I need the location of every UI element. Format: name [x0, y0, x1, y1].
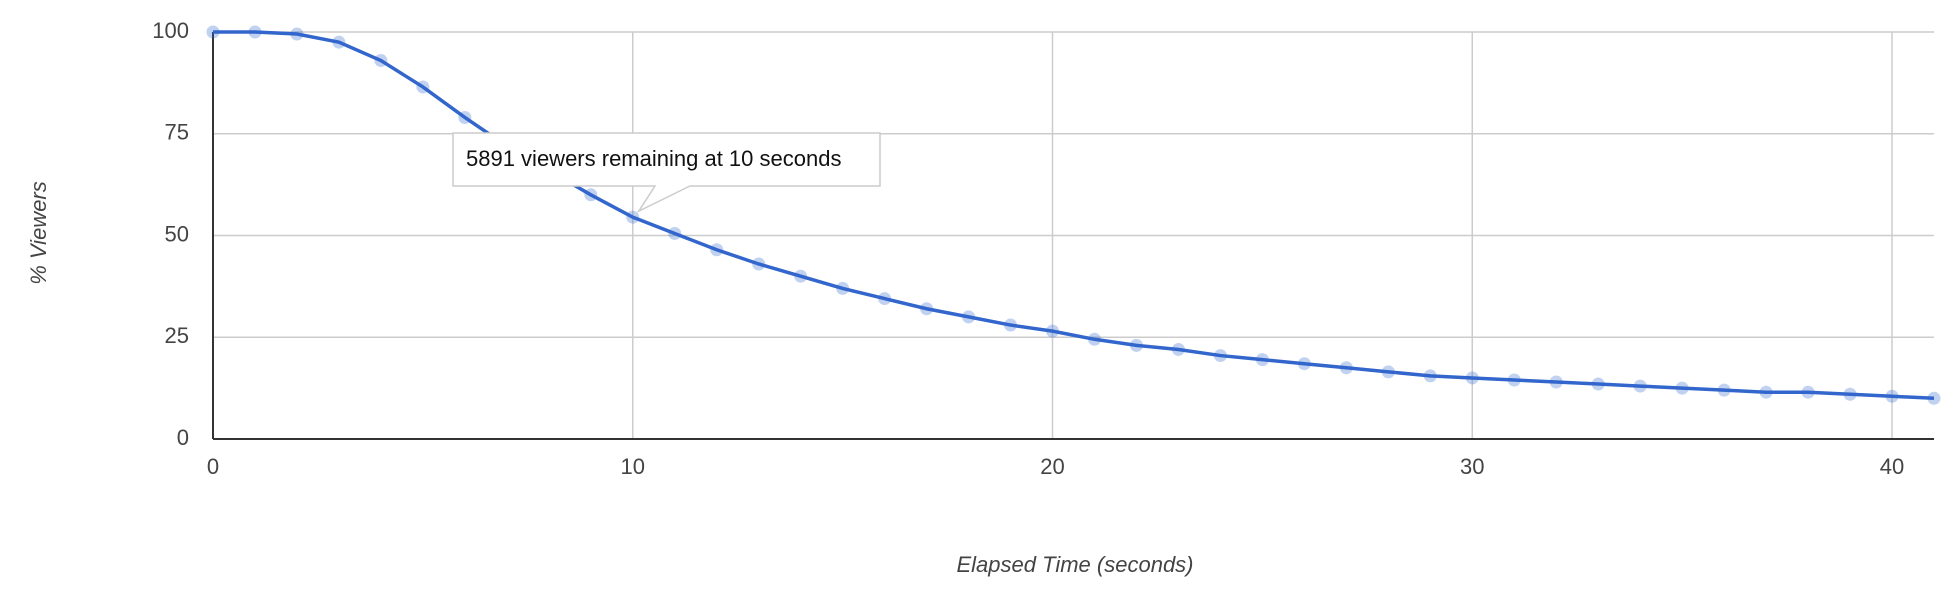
- data-point: [1465, 371, 1479, 385]
- data-point: [794, 269, 808, 283]
- data-point: [1087, 332, 1101, 346]
- y-tick-label: 50: [165, 221, 189, 246]
- data-point: [332, 35, 346, 49]
- data-point: [1717, 383, 1731, 397]
- data-point: [374, 53, 388, 67]
- data-point: [1591, 377, 1605, 391]
- data-point: [584, 188, 598, 202]
- data-point: [248, 25, 262, 39]
- x-tick-label: 10: [621, 454, 645, 479]
- y-tick-label: 100: [152, 18, 189, 43]
- data-point: [1675, 381, 1689, 395]
- data-point: [1885, 389, 1899, 403]
- tooltip-box: [452, 132, 881, 214]
- y-tick-label: 75: [165, 120, 189, 145]
- data-point: [962, 310, 976, 324]
- series-line: [213, 30, 1935, 401]
- x-tick-label: 20: [1040, 454, 1064, 479]
- data-point: [1759, 385, 1773, 399]
- data-point: [1927, 391, 1941, 405]
- y-axis-title: % Viewers: [26, 181, 51, 285]
- data-point: [920, 302, 934, 316]
- x-tick-label: 30: [1460, 454, 1484, 479]
- data-point: [1507, 373, 1521, 387]
- data-point: [1381, 365, 1395, 379]
- data-point: [206, 25, 220, 39]
- data-point: [1339, 361, 1353, 375]
- y-tick-label: 25: [165, 323, 189, 348]
- data-point: [1843, 387, 1857, 401]
- data-point: [1046, 324, 1060, 338]
- data-point: [668, 226, 682, 240]
- y-tick-label: 0: [177, 425, 189, 450]
- data-point: [1171, 342, 1185, 356]
- data-point: [1213, 349, 1227, 363]
- data-point: [1801, 385, 1815, 399]
- x-tick-label: 40: [1880, 454, 1904, 479]
- data-point: [1004, 318, 1018, 332]
- x-tick-label: 0: [207, 454, 219, 479]
- data-point: [878, 292, 892, 306]
- data-point: [710, 243, 724, 257]
- data-point: [836, 281, 850, 295]
- tooltip: 5891 viewers remaining at 10 seconds: [452, 132, 881, 214]
- data-point: [752, 257, 766, 271]
- data-point: [626, 210, 640, 224]
- data-point: [458, 110, 472, 124]
- tooltip-text: 5891 viewers remaining at 10 seconds: [466, 146, 841, 171]
- x-axis-title: Elapsed Time (seconds): [956, 552, 1193, 577]
- data-point: [1423, 369, 1437, 383]
- data-point: [290, 27, 304, 41]
- data-point: [1297, 357, 1311, 371]
- data-point: [1549, 375, 1563, 389]
- data-point: [1633, 379, 1647, 393]
- data-point: [416, 80, 430, 94]
- data-point: [1255, 353, 1269, 367]
- data-point: [1129, 338, 1143, 352]
